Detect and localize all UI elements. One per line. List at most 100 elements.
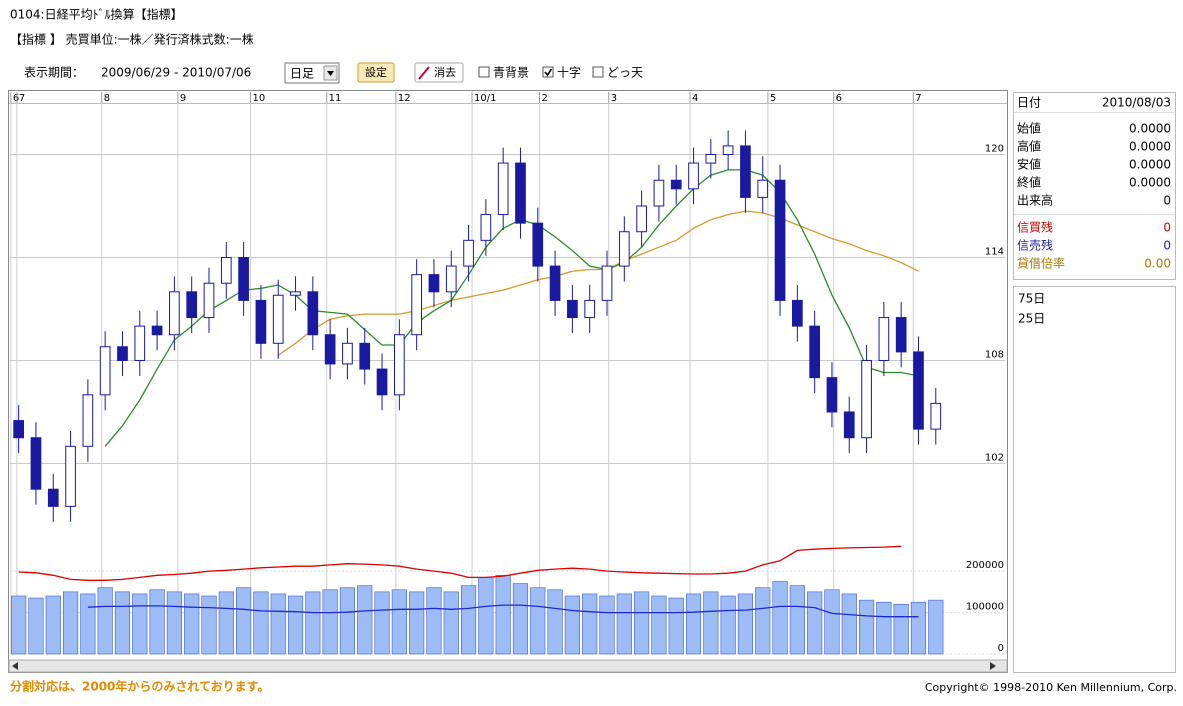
volume-bar xyxy=(305,591,321,655)
candle-body xyxy=(774,179,786,301)
candle-body xyxy=(47,488,59,507)
subtitle: 【指標 】 売買単位:一株／発行済株式数:一株 xyxy=(10,32,254,47)
volume-bar xyxy=(807,591,823,655)
clear-button-label: 消去 xyxy=(434,65,456,79)
y-tick-label: 120 xyxy=(985,143,1004,154)
candle-body xyxy=(445,265,457,293)
candle-body xyxy=(688,162,699,190)
x-tick-label: 4 xyxy=(692,93,698,104)
volume-bar xyxy=(28,597,44,655)
volume-bar xyxy=(910,601,927,655)
candle-body xyxy=(809,325,820,379)
candle-body xyxy=(532,222,544,267)
checkbox[interactable] xyxy=(478,66,490,78)
line xyxy=(18,545,902,581)
scroll-right[interactable] xyxy=(990,662,996,670)
legend-entry: 25日 xyxy=(1018,312,1045,326)
volume-bar xyxy=(512,583,529,655)
credit-value: 0 xyxy=(1163,239,1171,253)
page-title: 0104:日経平均ﾄﾞﾙ換算【指標】 xyxy=(10,7,183,22)
volume-bar xyxy=(599,595,615,655)
volume-bar xyxy=(409,591,425,655)
credit-value: 0 xyxy=(1163,221,1171,235)
x-tick-label: 10 xyxy=(253,93,266,104)
volume-bar xyxy=(772,581,788,655)
volume-bar xyxy=(841,593,857,655)
candle-body xyxy=(411,274,422,336)
checkbox[interactable] xyxy=(592,66,604,78)
candle-body xyxy=(238,256,249,301)
x-tick-label: 7 xyxy=(915,93,921,104)
candle-body xyxy=(30,437,42,490)
candle-body xyxy=(272,294,284,344)
info-label: 終値 xyxy=(1017,175,1041,190)
x-tick-label: 2 xyxy=(542,93,548,104)
volume-bar xyxy=(443,591,459,655)
candle-body xyxy=(342,342,353,365)
volume-bar xyxy=(11,595,27,655)
volume-bar xyxy=(789,585,805,655)
candle-body xyxy=(792,299,803,327)
candle-body xyxy=(117,346,128,361)
x-tick-label: 6 xyxy=(13,93,19,104)
info-value: 0.0000 xyxy=(1129,158,1171,172)
volume-bar xyxy=(755,587,771,655)
volume-bar xyxy=(270,593,286,655)
candle-body xyxy=(151,325,163,336)
volume-bar xyxy=(703,591,719,655)
candle-body xyxy=(203,282,215,319)
volume-bar xyxy=(62,591,79,655)
candle-body xyxy=(567,299,578,319)
checkbox[interactable] xyxy=(542,66,554,78)
checkbox-label: どっ天 xyxy=(607,66,643,80)
y2-tick-label: 100000 xyxy=(966,602,1004,613)
x-tick-label: 10/1 xyxy=(474,93,496,104)
volume-bar xyxy=(460,585,477,655)
credit-label: 信買残 xyxy=(1017,221,1053,235)
candle-body xyxy=(878,317,890,361)
y2-tick-label: 200000 xyxy=(966,560,1004,571)
set-button[interactable] xyxy=(357,62,395,83)
y2-tick-label: 0 xyxy=(998,643,1004,654)
plot-area xyxy=(10,103,1005,655)
candle-body xyxy=(428,274,440,293)
volume-bar xyxy=(547,589,563,655)
candle-body xyxy=(134,325,146,361)
candle-body xyxy=(359,342,371,370)
candle-body xyxy=(376,368,388,396)
volume-bar xyxy=(858,599,875,655)
candle-body xyxy=(653,179,665,207)
clear-button[interactable] xyxy=(414,62,464,83)
y-tick-label: 102 xyxy=(985,452,1004,463)
x-tick-label: 3 xyxy=(611,93,617,104)
candle-body xyxy=(290,291,301,296)
line xyxy=(277,210,919,356)
candle-body xyxy=(670,179,682,190)
scroll-left[interactable] xyxy=(12,662,18,670)
scrollbar[interactable] xyxy=(8,659,1008,673)
footer-note: 分割対応は、2000年からのみされております。 xyxy=(10,679,269,694)
volume-bar xyxy=(685,593,702,655)
candle-body xyxy=(394,334,405,396)
info-label: 始値 xyxy=(1017,121,1041,136)
x-tick-label: 12 xyxy=(398,93,411,104)
x-tick-label: 5 xyxy=(770,93,776,104)
volume-bar xyxy=(737,593,754,655)
x-tick-label: 6 xyxy=(836,93,842,104)
info-label: 出来高 xyxy=(1017,193,1053,208)
period-label: 表示期間： xyxy=(24,66,84,80)
clear-icon xyxy=(418,66,430,80)
volume-bar xyxy=(114,591,131,655)
candle-body xyxy=(636,205,647,233)
candle-body xyxy=(99,346,111,396)
candle-body xyxy=(169,291,180,336)
volume-bar xyxy=(357,585,373,655)
candle-body xyxy=(324,334,336,365)
credit-label: 貸借倍率 xyxy=(1017,256,1065,271)
info-value: 2010/08/03 xyxy=(1102,96,1171,110)
candle-body xyxy=(497,162,509,216)
candle-body xyxy=(584,299,596,319)
info-value: 0.0000 xyxy=(1129,122,1171,136)
volume-bar xyxy=(530,587,546,655)
interval: 日足 xyxy=(290,67,314,81)
